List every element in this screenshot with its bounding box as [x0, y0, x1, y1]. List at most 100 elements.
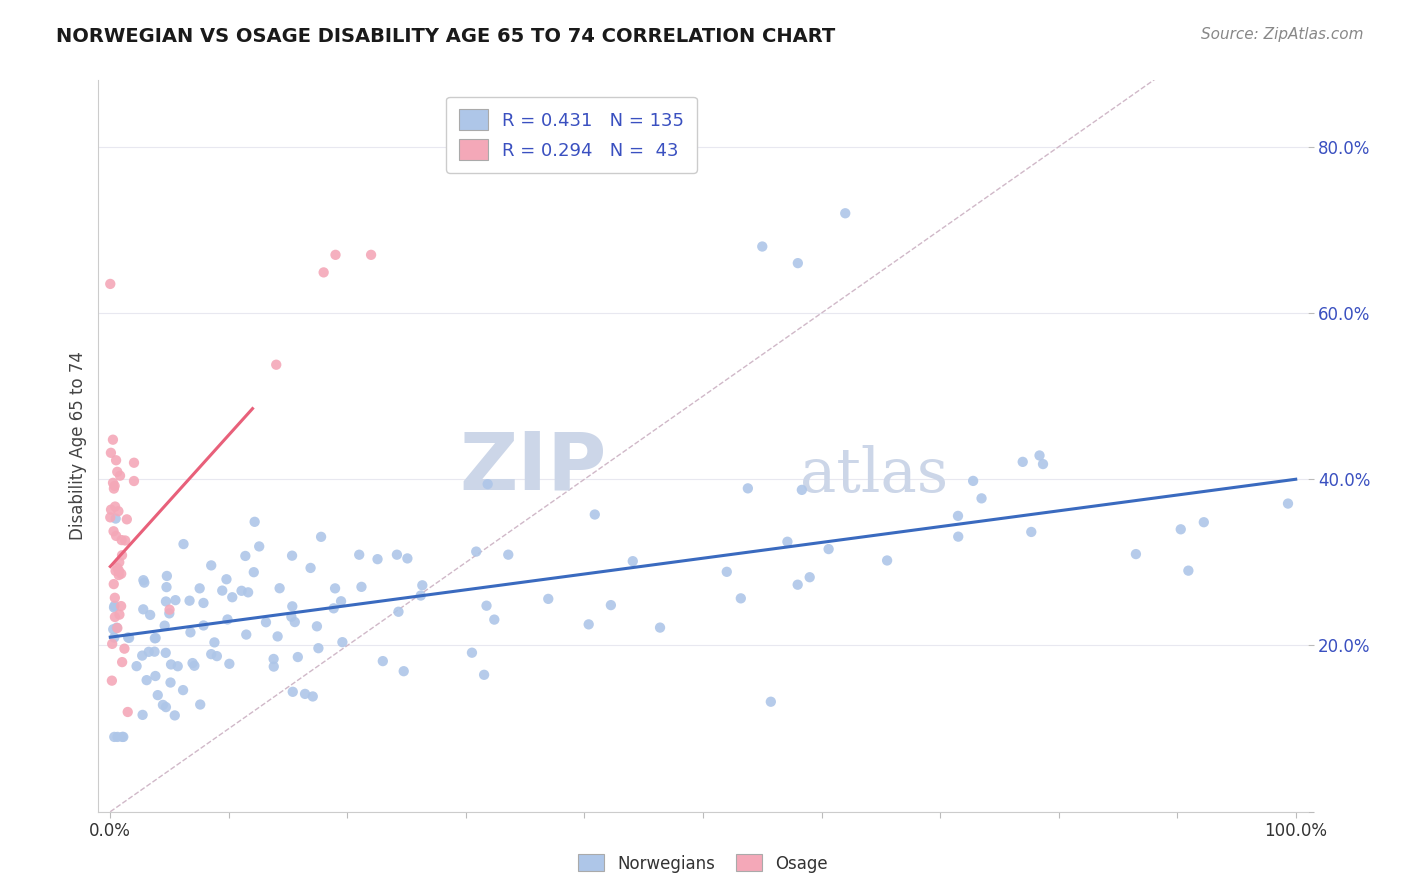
Point [347, 548, 370, 562]
Point [287, 650, 309, 665]
Point [193, 596, 215, 610]
Point [110, 566, 132, 581]
Point [107, 504, 129, 518]
Point [817, 542, 839, 557]
Point [1019, 524, 1042, 539]
Point [205, 649, 228, 664]
Point [309, 530, 332, 544]
Point [101, 433, 124, 447]
Point [799, 570, 821, 584]
Point [108, 607, 131, 622]
Point [105, 621, 128, 635]
Point [475, 599, 498, 613]
Point [101, 475, 124, 490]
Point [350, 580, 373, 594]
Point [269, 581, 291, 595]
Point [105, 621, 128, 635]
Point [132, 573, 155, 587]
Point [101, 637, 124, 651]
Point [716, 565, 738, 579]
Point [143, 645, 166, 659]
Point [299, 561, 322, 575]
Point [243, 515, 266, 529]
Point [155, 700, 177, 714]
Point [112, 641, 135, 656]
Point [1192, 515, 1215, 529]
Point [322, 601, 344, 615]
Point [104, 500, 127, 514]
Point [484, 613, 506, 627]
Point [1125, 547, 1147, 561]
Point [108, 468, 131, 483]
Point [1011, 455, 1033, 469]
Point [1277, 497, 1299, 511]
Point [172, 683, 194, 698]
Y-axis label: Disability Age 65 to 74: Disability Age 65 to 74 [69, 351, 87, 541]
Point [751, 239, 773, 253]
Point [183, 658, 205, 673]
Point [165, 593, 187, 607]
Point [118, 631, 141, 645]
Point [263, 652, 285, 666]
Text: ZIP: ZIP [458, 429, 606, 507]
Point [163, 708, 186, 723]
Point [284, 615, 307, 629]
Point [786, 256, 808, 270]
Point [472, 668, 495, 682]
Point [200, 647, 222, 661]
Point [221, 591, 243, 605]
Point [103, 599, 125, 613]
Point [330, 594, 353, 608]
Point [103, 622, 125, 636]
Point [143, 632, 166, 646]
Point [263, 659, 285, 673]
Point [1028, 449, 1050, 463]
Point [103, 600, 125, 615]
Point [946, 508, 969, 523]
Point [461, 646, 484, 660]
Point [117, 705, 139, 719]
Point [104, 479, 127, 493]
Point [108, 555, 131, 569]
Point [465, 544, 488, 558]
Point [156, 569, 179, 583]
Point [166, 659, 188, 673]
Point [215, 572, 238, 586]
Point [235, 627, 257, 641]
Point [264, 358, 287, 372]
Point [101, 673, 124, 688]
Point [98, 510, 121, 524]
Point [323, 582, 346, 596]
Point [281, 549, 304, 563]
Point [360, 248, 382, 262]
Point [193, 618, 215, 632]
Point [236, 585, 259, 599]
Point [122, 474, 145, 488]
Point [98, 277, 121, 291]
Point [160, 657, 183, 672]
Point [125, 659, 148, 673]
Point [188, 698, 211, 712]
Point [396, 551, 419, 566]
Point [325, 248, 347, 262]
Point [537, 591, 560, 606]
Point [876, 553, 898, 567]
Point [1170, 522, 1192, 536]
Point [179, 593, 201, 607]
Point [153, 618, 176, 632]
Point [1032, 457, 1054, 471]
Point [100, 446, 122, 460]
Point [173, 537, 195, 551]
Point [104, 591, 127, 605]
Point [583, 508, 606, 522]
Point [200, 558, 222, 573]
Point [235, 549, 257, 563]
Point [138, 645, 160, 659]
Point [312, 265, 335, 279]
Point [332, 635, 354, 649]
Point [115, 512, 138, 526]
Text: atlas: atlas [800, 445, 948, 505]
Point [107, 561, 129, 575]
Point [599, 598, 621, 612]
Point [155, 594, 177, 608]
